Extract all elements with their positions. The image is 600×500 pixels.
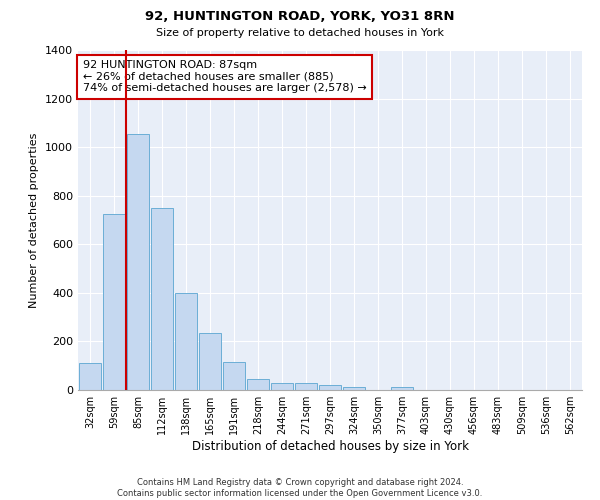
Text: Contains HM Land Registry data © Crown copyright and database right 2024.
Contai: Contains HM Land Registry data © Crown c… (118, 478, 482, 498)
Bar (223, 362, 245, 390)
Bar (295, 383, 317, 390)
Bar (343, 387, 365, 390)
Bar (79, 364, 101, 390)
Bar (103, 214, 125, 390)
Bar (175, 293, 197, 390)
Y-axis label: Number of detached properties: Number of detached properties (29, 132, 40, 308)
Bar (319, 385, 341, 390)
Bar (247, 379, 269, 390)
Text: Size of property relative to detached houses in York: Size of property relative to detached ho… (156, 28, 444, 38)
Text: 92, HUNTINGTON ROAD, YORK, YO31 8RN: 92, HUNTINGTON ROAD, YORK, YO31 8RN (145, 10, 455, 23)
Bar (199, 333, 221, 390)
X-axis label: Distribution of detached houses by size in York: Distribution of detached houses by size … (191, 440, 469, 453)
Bar (391, 387, 413, 390)
Bar (151, 208, 173, 390)
Text: 92 HUNTINGTON ROAD: 87sqm
← 26% of detached houses are smaller (885)
74% of semi: 92 HUNTINGTON ROAD: 87sqm ← 26% of detac… (83, 60, 367, 94)
Bar (271, 383, 293, 390)
Bar (127, 134, 149, 390)
